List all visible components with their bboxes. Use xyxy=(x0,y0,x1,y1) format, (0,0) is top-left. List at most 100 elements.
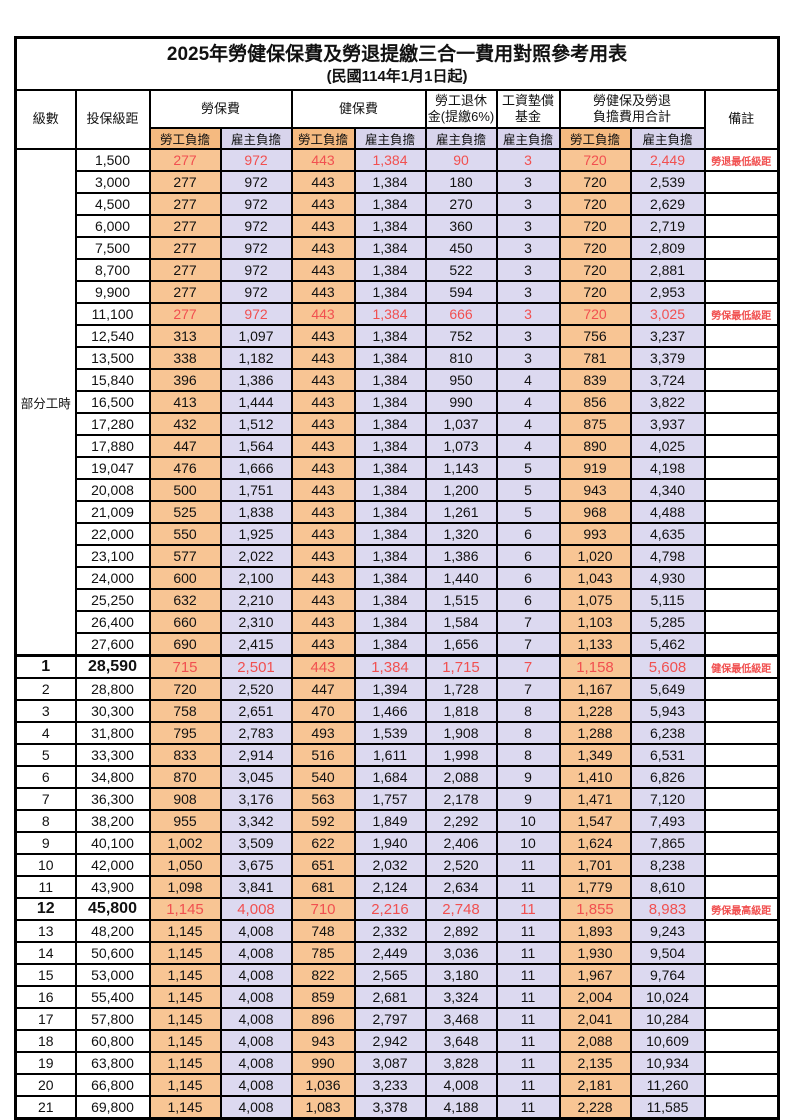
cell-labor-employee: 1,145 xyxy=(148,1051,222,1075)
cell-total-employer: 5,115 xyxy=(629,588,706,612)
cell-bracket: 45,800 xyxy=(74,897,151,921)
cell-labor-employee: 277 xyxy=(148,302,222,326)
cell-health-employee: 443 xyxy=(290,500,356,524)
cell-total-employer: 6,238 xyxy=(629,721,706,745)
cell-labor-employer: 1,838 xyxy=(219,500,293,524)
cell-level: 8 xyxy=(14,809,77,833)
table-row: 21 69,800 1,145 4,008 1,083 3,378 4,188 11 2,228… xyxy=(14,1095,780,1120)
cell-health-employee: 443 xyxy=(290,412,356,436)
table-row: 23,100 577 2,022 443 1,384 1,386 6 1,020 4,798 xyxy=(16,544,780,568)
table-row: 14 50,600 1,145 4,008 785 2,449 3,036 11 1,930 9,… xyxy=(14,941,780,965)
cell-wage-fund-employer: 6 xyxy=(495,566,561,590)
cell-pension-employer: 1,715 xyxy=(424,654,498,679)
cell-labor-employer: 4,008 xyxy=(219,897,293,921)
cell-wage-fund-employer: 9 xyxy=(495,787,561,811)
cell-labor-employee: 1,145 xyxy=(148,963,222,987)
cell-labor-employer: 1,386 xyxy=(219,368,293,392)
table-row: 7 36,300 908 3,176 563 1,757 2,178 9 1,471 7,120 xyxy=(14,787,780,811)
cell-labor-employer: 4,008 xyxy=(219,1007,293,1031)
cell-total-employer: 10,934 xyxy=(629,1051,706,1075)
cell-health-employee: 443 xyxy=(290,148,356,172)
cell-health-employee: 443 xyxy=(290,478,356,502)
cell-level: 1 xyxy=(14,654,77,679)
cell-total-employer: 3,237 xyxy=(629,324,706,348)
cell-bracket: 69,800 xyxy=(74,1095,151,1120)
cell-remark xyxy=(703,544,780,568)
cell-total-employer: 9,764 xyxy=(629,963,706,987)
cell-labor-employee: 715 xyxy=(148,654,222,679)
cell-pension-employer: 90 xyxy=(424,148,498,172)
cell-labor-employer: 1,564 xyxy=(219,434,293,458)
cell-wage-fund-employer: 4 xyxy=(495,412,561,436)
cell-health-employee: 443 xyxy=(290,214,356,238)
cell-pension-employer: 1,584 xyxy=(424,610,498,634)
cell-total-employer: 3,724 xyxy=(629,368,706,392)
cell-wage-fund-employer: 11 xyxy=(495,897,561,921)
cell-level: 9 xyxy=(14,831,77,855)
header-pension: 勞工退休 金(提繳6%) xyxy=(424,89,498,129)
subheader-labor-employer: 雇主負擔 xyxy=(219,127,293,150)
cell-bracket: 31,800 xyxy=(74,721,151,745)
cell-level: 7 xyxy=(14,787,77,811)
cell-labor-employee: 795 xyxy=(148,721,222,745)
cell-health-employee: 443 xyxy=(290,258,356,282)
cell-labor-employee: 600 xyxy=(148,566,222,590)
cell-total-employer: 5,649 xyxy=(629,677,706,701)
cell-total-employee: 1,167 xyxy=(558,677,632,701)
subheader-total-employer: 雇主負擔 xyxy=(629,127,706,150)
cell-labor-employer: 972 xyxy=(219,280,293,304)
table-row: 4 31,800 795 2,783 493 1,539 1,908 8 1,288 6,238 xyxy=(14,721,780,745)
table-row: 15 53,000 1,145 4,008 822 2,565 3,180 11 1,967 9,… xyxy=(14,963,780,987)
cell-bracket: 6,000 xyxy=(74,214,151,238)
cell-remark xyxy=(703,1051,780,1075)
cell-wage-fund-employer: 3 xyxy=(495,258,561,282)
cell-total-employer: 8,983 xyxy=(629,897,706,921)
cell-health-employee: 443 xyxy=(290,236,356,260)
cell-labor-employer: 1,512 xyxy=(219,412,293,436)
cell-bracket: 7,500 xyxy=(74,236,151,260)
cell-total-employee: 1,471 xyxy=(558,787,632,811)
cell-health-employee: 443 xyxy=(290,434,356,458)
cell-wage-fund-employer: 7 xyxy=(495,632,561,657)
cell-wage-fund-employer: 3 xyxy=(495,324,561,348)
cell-pension-employer: 3,036 xyxy=(424,941,498,965)
cell-pension-employer: 2,178 xyxy=(424,787,498,811)
cell-health-employee: 563 xyxy=(290,787,356,811)
cell-bracket: 1,500 xyxy=(74,148,151,172)
cell-total-employer: 10,024 xyxy=(629,985,706,1009)
cell-health-employer: 3,378 xyxy=(353,1095,427,1120)
cell-labor-employee: 1,145 xyxy=(148,985,222,1009)
cell-total-employee: 1,043 xyxy=(558,566,632,590)
cell-remark xyxy=(703,699,780,723)
cell-wage-fund-employer: 3 xyxy=(495,346,561,370)
cell-pension-employer: 1,143 xyxy=(424,456,498,480)
cell-pension-employer: 1,386 xyxy=(424,544,498,568)
cell-total-employer: 6,826 xyxy=(629,765,706,789)
cell-health-employer: 1,384 xyxy=(353,522,427,546)
cell-health-employee: 443 xyxy=(290,368,356,392)
cell-health-employer: 1,384 xyxy=(353,148,427,172)
cell-wage-fund-employer: 6 xyxy=(495,544,561,568)
cell-wage-fund-employer: 6 xyxy=(495,588,561,612)
cell-labor-employer: 1,751 xyxy=(219,478,293,502)
cell-pension-employer: 752 xyxy=(424,324,498,348)
cell-labor-employer: 3,841 xyxy=(219,875,293,899)
header-labor-insurance: 勞保費 xyxy=(148,89,293,129)
cell-total-employee: 993 xyxy=(558,522,632,546)
cell-bracket: 30,300 xyxy=(74,699,151,723)
cell-bracket: 63,800 xyxy=(74,1051,151,1075)
cell-wage-fund-employer: 3 xyxy=(495,192,561,216)
cell-level: 2 xyxy=(14,677,77,701)
cell-bracket: 25,250 xyxy=(74,588,151,612)
cell-wage-fund-employer: 5 xyxy=(495,500,561,524)
cell-health-employee: 896 xyxy=(290,1007,356,1031)
table-row: 16 55,400 1,145 4,008 859 2,681 3,324 11 2,004 10… xyxy=(14,985,780,1009)
cell-labor-employer: 972 xyxy=(219,302,293,326)
cell-level: 5 xyxy=(14,743,77,767)
cell-remark: 勞保最低級距 xyxy=(703,302,780,326)
cell-labor-employee: 955 xyxy=(148,809,222,833)
cell-health-employee: 443 xyxy=(290,192,356,216)
header-bracket: 投保級距 xyxy=(74,89,151,150)
cell-bracket: 24,000 xyxy=(74,566,151,590)
cell-wage-fund-employer: 11 xyxy=(495,1051,561,1075)
